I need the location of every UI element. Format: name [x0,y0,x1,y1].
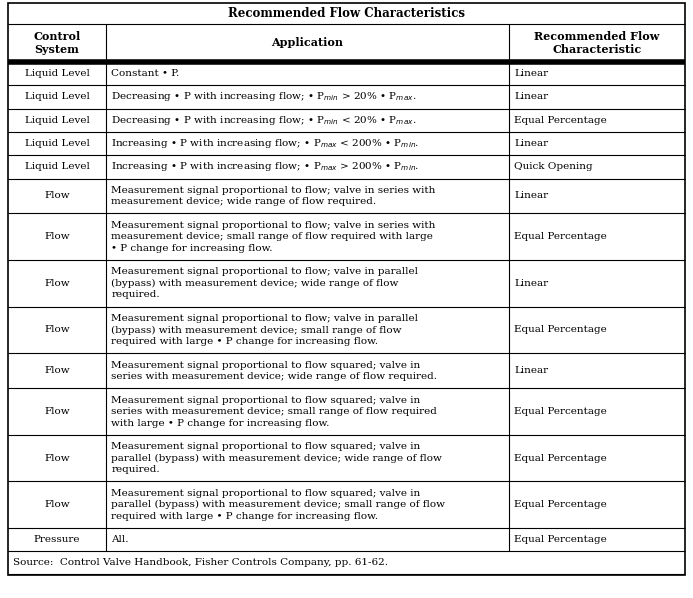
Text: Flow: Flow [44,501,70,509]
Text: Flow: Flow [44,191,70,200]
Text: required.: required. [111,465,160,474]
Text: Equal Percentage: Equal Percentage [514,454,607,463]
Text: required with large • P change for increasing flow.: required with large • P change for incre… [111,337,378,346]
Text: Flow: Flow [44,279,70,288]
Text: Decreasing • P with increasing flow; • P$_{min}$ < 20% • P$_{max}$.: Decreasing • P with increasing flow; • P… [111,114,416,127]
Text: Measurement signal proportional to flow; valve in parallel: Measurement signal proportional to flow;… [111,267,418,276]
Text: parallel (bypass) with measurement device; small range of flow: parallel (bypass) with measurement devic… [111,500,445,509]
Text: Liquid Level: Liquid Level [25,93,89,102]
Text: Equal Percentage: Equal Percentage [514,325,607,334]
Text: Liquid Level: Liquid Level [25,69,89,78]
Text: measurement device; wide range of flow required.: measurement device; wide range of flow r… [111,197,376,206]
Text: Liquid Level: Liquid Level [25,116,89,125]
Text: Measurement signal proportional to flow; valve in parallel: Measurement signal proportional to flow;… [111,314,418,323]
Text: Recommended Flow Characteristics: Recommended Flow Characteristics [228,7,465,20]
Text: Source:  Control Valve Handbook, Fisher Controls Company, pp. 61-62.: Source: Control Valve Handbook, Fisher C… [13,559,388,568]
Text: Pressure: Pressure [34,535,80,544]
Text: Increasing • P with increasing flow; • P$_{max}$ < 200% • P$_{min}$.: Increasing • P with increasing flow; • P… [111,137,419,150]
Text: Liquid Level: Liquid Level [25,139,89,148]
Text: Equal Percentage: Equal Percentage [514,116,607,125]
Text: Recommended Flow
Characteristic: Recommended Flow Characteristic [534,31,660,55]
Text: All.: All. [111,535,129,544]
Text: Decreasing • P with increasing flow; • P$_{min}$ > 20% • P$_{max}$.: Decreasing • P with increasing flow; • P… [111,90,416,103]
Text: required with large • P change for increasing flow.: required with large • P change for incre… [111,512,378,521]
Text: Control
System: Control System [33,31,80,55]
Text: Linear: Linear [514,366,548,376]
Text: Measurement signal proportional to flow; valve in series with: Measurement signal proportional to flow;… [111,186,435,195]
Text: Equal Percentage: Equal Percentage [514,501,607,509]
Text: Measurement signal proportional to flow squared; valve in: Measurement signal proportional to flow … [111,395,421,405]
Text: series with measurement device; wide range of flow required.: series with measurement device; wide ran… [111,372,437,381]
Text: Linear: Linear [514,69,548,78]
Text: measurement device; small range of flow required with large: measurement device; small range of flow … [111,232,433,241]
Text: Equal Percentage: Equal Percentage [514,232,607,241]
Text: Flow: Flow [44,366,70,376]
Text: Flow: Flow [44,454,70,463]
Text: Linear: Linear [514,191,548,200]
Text: series with measurement device; small range of flow required: series with measurement device; small ra… [111,407,437,416]
Text: Liquid Level: Liquid Level [25,163,89,172]
Text: Linear: Linear [514,139,548,148]
Text: Measurement signal proportional to flow squared; valve in: Measurement signal proportional to flow … [111,489,421,498]
Text: Measurement signal proportional to flow; valve in series with: Measurement signal proportional to flow;… [111,221,435,230]
Text: • P change for increasing flow.: • P change for increasing flow. [111,244,272,253]
Text: Constant • P.: Constant • P. [111,69,179,78]
Text: Application: Application [272,38,344,48]
Text: required.: required. [111,291,160,300]
Text: Measurement signal proportional to flow squared; valve in: Measurement signal proportional to flow … [111,442,421,451]
Text: Quick Opening: Quick Opening [514,163,593,172]
Text: with large • P change for increasing flow.: with large • P change for increasing flo… [111,419,330,428]
Text: Equal Percentage: Equal Percentage [514,407,607,416]
Text: Increasing • P with increasing flow; • P$_{max}$ > 200% • P$_{min}$.: Increasing • P with increasing flow; • P… [111,160,419,173]
Text: Linear: Linear [514,279,548,288]
Text: parallel (bypass) with measurement device; wide range of flow: parallel (bypass) with measurement devic… [111,454,442,463]
Text: Flow: Flow [44,232,70,241]
Text: Equal Percentage: Equal Percentage [514,535,607,544]
Text: Flow: Flow [44,407,70,416]
Text: Linear: Linear [514,93,548,102]
Text: Measurement signal proportional to flow squared; valve in: Measurement signal proportional to flow … [111,361,421,370]
Text: (bypass) with measurement device; small range of flow: (bypass) with measurement device; small … [111,325,402,334]
Text: (bypass) with measurement device; wide range of flow: (bypass) with measurement device; wide r… [111,279,398,288]
Text: Flow: Flow [44,325,70,334]
